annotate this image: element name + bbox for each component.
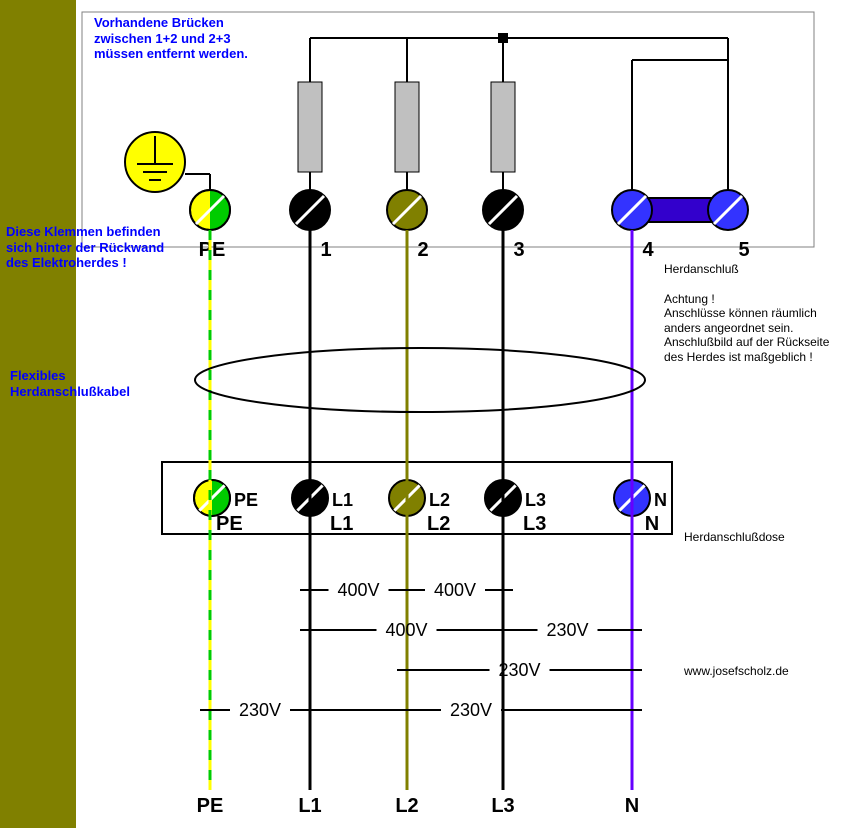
svg-text:230V: 230V — [450, 700, 492, 720]
svg-text:L3: L3 — [491, 795, 514, 817]
svg-text:230V: 230V — [546, 620, 588, 640]
svg-text:PE: PE — [199, 239, 226, 261]
svg-text:4: 4 — [642, 239, 654, 261]
svg-text:400V: 400V — [385, 620, 427, 640]
svg-text:2: 2 — [417, 239, 428, 261]
wiring-diagram: PE 1 2 3 4 5 PE L1 L2 L3 N 400V 400V 400V 230V 230V 230V… — [0, 0, 847, 828]
svg-text:5: 5 — [738, 239, 749, 261]
svg-text:L1: L1 — [332, 490, 353, 510]
svg-text:L2: L2 — [429, 490, 450, 510]
svg-text:L3: L3 — [523, 513, 546, 535]
note-bridges: Vorhandene Brücken zwischen 1+2 und 2+3 … — [94, 15, 248, 62]
svg-text:400V: 400V — [434, 580, 476, 600]
svg-text:L1: L1 — [298, 795, 321, 817]
svg-text:N: N — [654, 490, 667, 510]
note-herdanschlussdose: Herdanschlußdose — [684, 530, 785, 544]
svg-text:400V: 400V — [337, 580, 379, 600]
note-herdanschluss-title: Herdanschluß — [664, 262, 739, 276]
svg-text:L2: L2 — [395, 795, 418, 817]
svg-text:N: N — [625, 795, 639, 817]
url-text: www.josefscholz.de — [684, 664, 789, 678]
svg-text:L3: L3 — [525, 490, 546, 510]
svg-text:PE: PE — [197, 795, 224, 817]
svg-text:N: N — [645, 513, 659, 535]
svg-text:3: 3 — [513, 239, 524, 261]
svg-text:230V: 230V — [498, 660, 540, 680]
svg-text:L2: L2 — [427, 513, 450, 535]
svg-text:230V: 230V — [239, 700, 281, 720]
svg-text:L1: L1 — [330, 513, 353, 535]
svg-text:1: 1 — [320, 239, 331, 261]
svg-text:PE: PE — [234, 490, 258, 510]
note-klemmen: Diese Klemmen befinden sich hinter der R… — [6, 224, 164, 271]
note-flexibles: Flexibles Herdanschlußkabel — [10, 368, 130, 399]
svg-text:PE: PE — [216, 513, 243, 535]
note-herdanschluss-body: Achtung ! Anschlüsse können räumlich and… — [664, 292, 829, 364]
